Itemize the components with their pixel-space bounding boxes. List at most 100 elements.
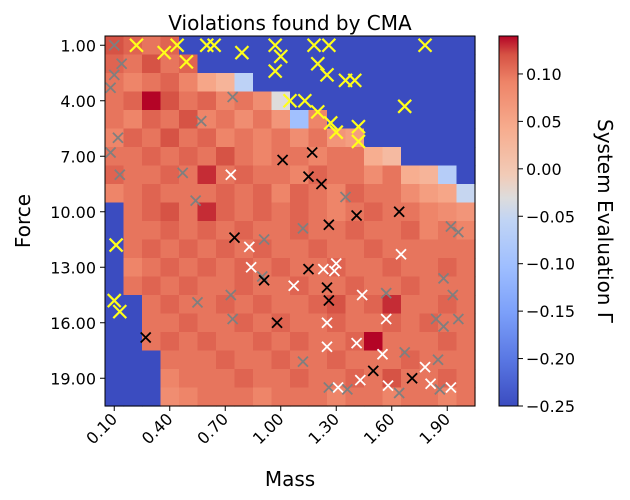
- heatmap-cell: [253, 202, 273, 222]
- heatmap-cell: [364, 276, 384, 296]
- heatmap-cell: [345, 73, 365, 93]
- heatmap-cell: [290, 147, 310, 167]
- violation-marker: [227, 313, 239, 325]
- violation-marker: [452, 313, 464, 325]
- violation-marker: [380, 313, 392, 325]
- heatmap-cell: [142, 295, 162, 315]
- violation-marker: [282, 93, 298, 109]
- heatmap-cell: [419, 54, 439, 74]
- heatmap-cell: [456, 36, 476, 56]
- violation-marker: [317, 263, 329, 275]
- heatmap-cell: [197, 54, 217, 74]
- heatmap-cell: [364, 165, 384, 185]
- heatmap-cell: [382, 110, 402, 130]
- heatmap-cell: [456, 313, 476, 333]
- violation-marker: [195, 115, 207, 127]
- heatmap-cell: [345, 165, 365, 185]
- heatmap-cell: [160, 295, 180, 315]
- heatmap-cell: [160, 276, 180, 296]
- heatmap-cell: [123, 258, 143, 278]
- heatmap-cell: [216, 387, 236, 407]
- violation-marker: [267, 37, 283, 53]
- heatmap-cell: [382, 202, 402, 222]
- heatmap-cell: [179, 110, 199, 130]
- heatmap-cell: [197, 239, 217, 259]
- heatmap-cell: [382, 73, 402, 93]
- heatmap-cell: [382, 239, 402, 259]
- heatmap-cell: [271, 202, 291, 222]
- heatmap-cell: [456, 295, 476, 315]
- heatmap-cell: [179, 276, 199, 296]
- heatmap-cell: [456, 128, 476, 148]
- heatmap-cell: [382, 54, 402, 74]
- x-axis-ticks: 0.10 0.40 0.70 1.00 1.30 1.60 1.90: [82, 406, 454, 448]
- heatmap-cell: [179, 202, 199, 222]
- violation-marker: [437, 320, 450, 333]
- heatmap-cell: [290, 202, 310, 222]
- heatmap-cell: [142, 73, 162, 93]
- heatmap-cell: [401, 128, 421, 148]
- heatmap-cell: [290, 36, 310, 56]
- heatmap-cell: [179, 165, 199, 185]
- heatmap-cell: [364, 295, 384, 315]
- violation-marker: [234, 45, 250, 60]
- heatmap-cell: [179, 36, 199, 56]
- heatmap-cell: [253, 36, 273, 56]
- heatmap-cell: [401, 313, 421, 333]
- heatmap-cell: [290, 54, 310, 74]
- heatmap-cell: [160, 54, 180, 74]
- heatmap-cell: [216, 184, 236, 204]
- heatmap-cell: [105, 54, 125, 74]
- violation-marker: [273, 49, 289, 64]
- y-tick-label: 19.00: [50, 369, 96, 388]
- y-axis-ticks: 1.00 4.00 7.00 10.00 13.00 16.00 19.00: [50, 36, 105, 388]
- violation-marker: [419, 361, 431, 373]
- heatmap-cell: [327, 202, 347, 222]
- violation-marker: [258, 233, 270, 246]
- violation-marker: [328, 124, 344, 140]
- violation-markers: [104, 37, 464, 399]
- heatmap-cell: [271, 369, 291, 389]
- heatmap-cell: [438, 276, 458, 296]
- heatmap-cell: [142, 54, 162, 74]
- heatmap-cell: [456, 110, 476, 130]
- violation-marker: [306, 37, 322, 53]
- violation-marker: [114, 169, 126, 181]
- heatmap-cell: [401, 239, 421, 259]
- heatmap-cell: [419, 184, 439, 204]
- heatmap-cell: [327, 184, 347, 204]
- violation-marker: [319, 67, 335, 83]
- heatmap-cell: [123, 165, 143, 185]
- heatmap-cell: [123, 350, 143, 370]
- y-tick-label: 7.00: [60, 147, 96, 166]
- heatmap-cell: [456, 73, 476, 93]
- violation-marker: [225, 289, 237, 301]
- heatmap-cell: [253, 165, 273, 185]
- heatmap-cell: [234, 313, 254, 333]
- heatmap-cell: [253, 369, 273, 389]
- heatmap-cell: [253, 54, 273, 74]
- heatmap-cell: [438, 147, 458, 167]
- violation-marker: [332, 381, 344, 394]
- heatmap-cell: [105, 165, 125, 185]
- x-tick-label: 0.70: [193, 409, 232, 448]
- heatmap-cell: [419, 313, 439, 333]
- heatmap-cell: [308, 184, 328, 204]
- heatmap-cell: [197, 369, 217, 389]
- heatmap-cell: [271, 165, 291, 185]
- heatmap-cell: [456, 239, 476, 259]
- heatmap-cell: [160, 369, 180, 389]
- violation-marker: [315, 178, 328, 190]
- violation-marker: [350, 209, 363, 222]
- y-tick-label: 10.00: [50, 203, 96, 222]
- heatmap-cell: [364, 258, 384, 278]
- violation-marker: [445, 381, 457, 394]
- heatmap-cell: [271, 239, 291, 259]
- heatmap-cell: [308, 221, 328, 241]
- heatmap-cell: [105, 110, 125, 130]
- heatmap-cell: [438, 332, 458, 352]
- heatmap-cell: [364, 128, 384, 148]
- heatmap-cell: [456, 202, 476, 222]
- heatmap-cell: [234, 165, 254, 185]
- heatmap-cell: [290, 387, 310, 407]
